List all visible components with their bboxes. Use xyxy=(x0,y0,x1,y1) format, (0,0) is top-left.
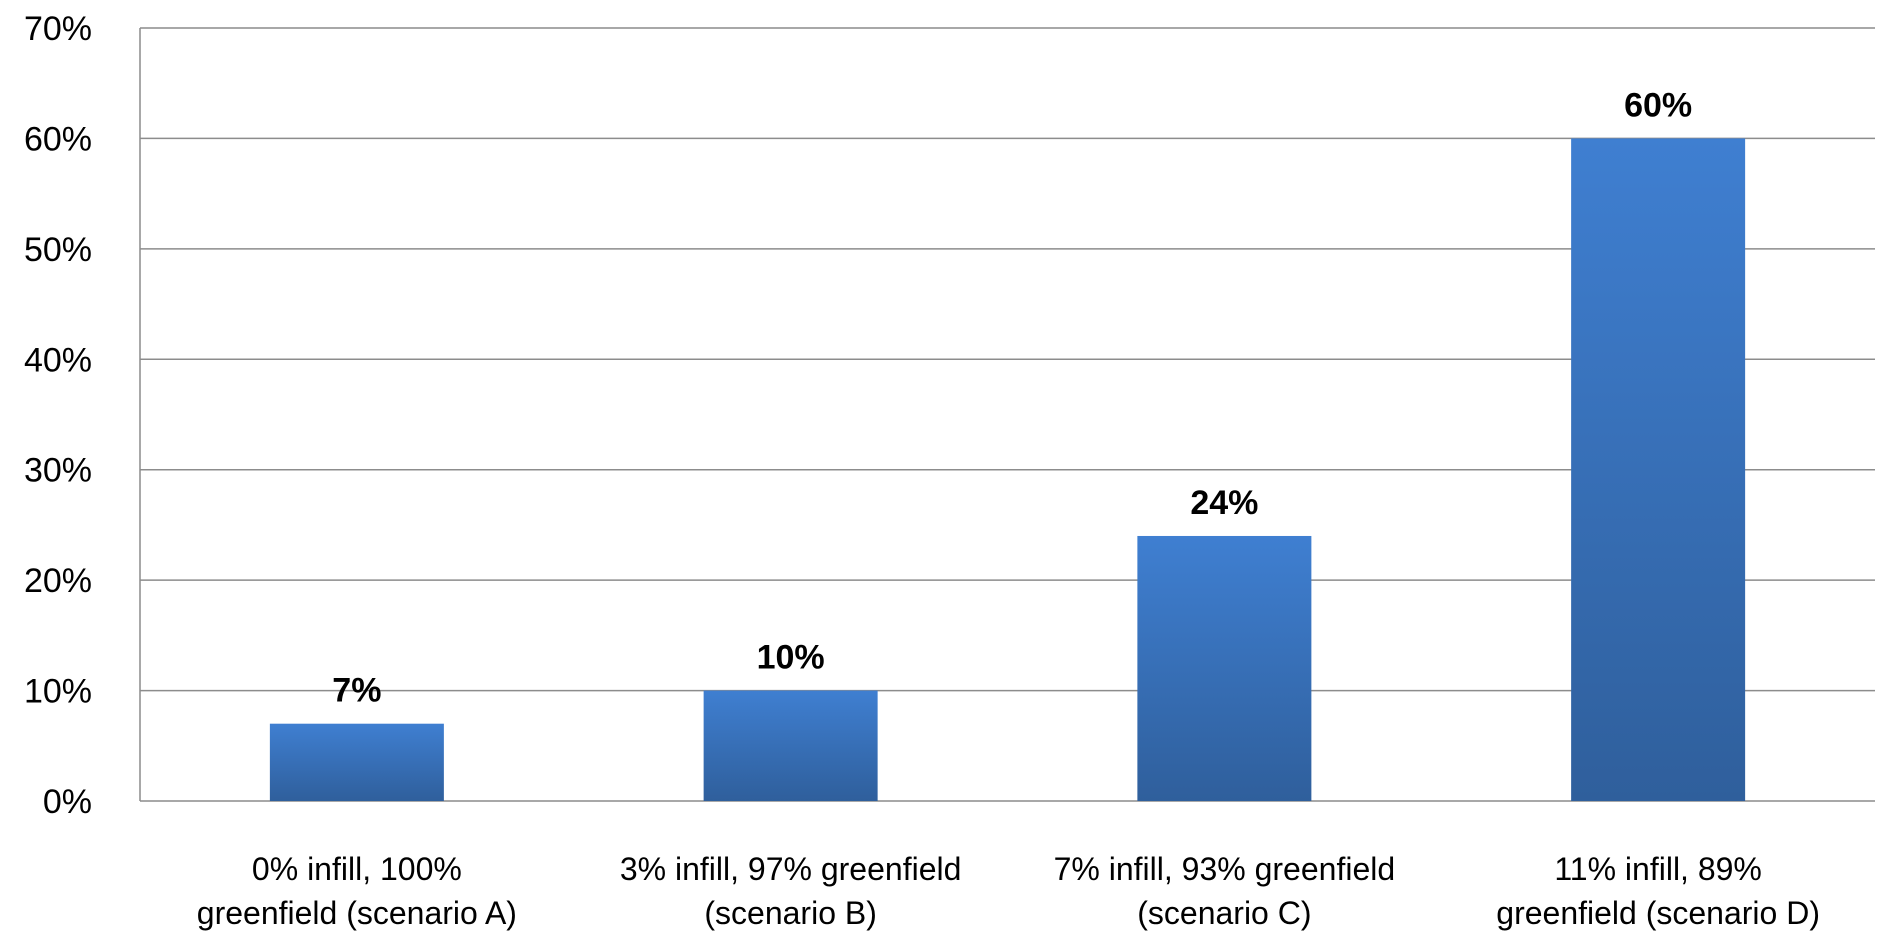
x-tick-label-line: (scenario C) xyxy=(1137,895,1311,931)
x-tick-label-line: 7% infill, 93% greenfield xyxy=(1054,851,1396,887)
y-tick-label: 60% xyxy=(24,120,92,158)
y-tick-label: 50% xyxy=(24,231,92,269)
y-tick-label: 20% xyxy=(24,562,92,600)
x-tick-label-line: greenfield (scenario D) xyxy=(1496,895,1820,931)
data-label: 10% xyxy=(757,639,825,677)
y-tick-label: 40% xyxy=(24,341,92,379)
bar xyxy=(1571,138,1746,801)
bar xyxy=(269,723,444,801)
bar xyxy=(1137,535,1312,801)
bar xyxy=(703,690,878,801)
x-tick-label: 7% infill, 93% greenfield (scenario C) xyxy=(1054,851,1396,931)
x-tick-label: 11% infill, 89% greenfield (scenario D) xyxy=(1496,851,1820,931)
y-tick-label: 30% xyxy=(24,452,92,490)
data-label: 7% xyxy=(332,672,381,710)
x-tick-label: 3% infill, 97% greenfield (scenario B) xyxy=(620,851,962,931)
y-tick-label: 10% xyxy=(24,673,92,711)
y-tick-label: 0% xyxy=(43,783,92,821)
gridlines xyxy=(140,27,1875,692)
bars xyxy=(269,138,1746,801)
x-tick-label-line: 11% infill, 89% xyxy=(1554,851,1762,887)
x-tick-label-line: (scenario B) xyxy=(704,895,877,931)
y-tick-label: 70% xyxy=(24,10,92,48)
labels: 0% 10% 20% 30% 40% 50% 60% 70% 7% 0% infill, 100%… xyxy=(24,10,1820,931)
data-label: 24% xyxy=(1190,484,1258,522)
x-tick-label-line: 3% infill, 97% greenfield xyxy=(620,851,962,887)
data-label: 60% xyxy=(1624,86,1692,124)
x-tick-label-line: greenfield (scenario A) xyxy=(197,895,517,931)
x-tick-label-line: 0% infill, 100% xyxy=(252,851,462,887)
x-tick-label: 0% infill, 100% greenfield (scenario A) xyxy=(197,851,517,931)
